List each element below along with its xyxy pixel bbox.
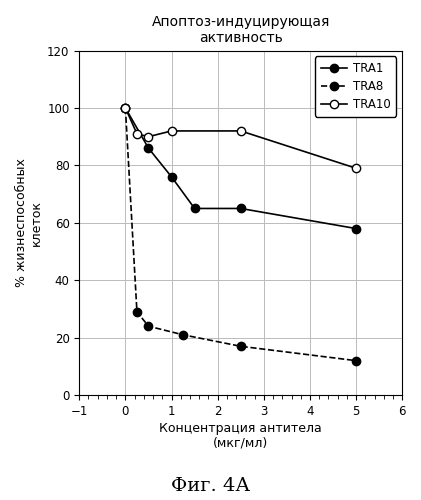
TRA10	[169, 128, 174, 134]
TRA8	[146, 323, 151, 329]
Line: TRA1: TRA1	[121, 104, 360, 232]
Y-axis label: % жизнеспособных
клеток: % жизнеспособных клеток	[15, 158, 43, 288]
TRA1	[169, 174, 174, 180]
TRA8	[123, 105, 128, 111]
TRA8	[354, 358, 359, 364]
X-axis label: Концентрация антитела
(мкг/мл): Концентрация антитела (мкг/мл)	[160, 422, 322, 450]
TRA1	[123, 105, 128, 111]
TRA1	[146, 145, 151, 151]
TRA10	[134, 131, 139, 137]
Line: TRA10: TRA10	[121, 104, 360, 172]
TRA8	[181, 332, 186, 338]
TRA1	[354, 226, 359, 232]
TRA8	[134, 309, 139, 315]
TRA10	[238, 128, 243, 134]
TRA10	[123, 105, 128, 111]
Text: Фиг. 4А: Фиг. 4А	[171, 477, 250, 495]
Legend: TRA1, TRA8, TRA10: TRA1, TRA8, TRA10	[315, 56, 396, 116]
Line: TRA8: TRA8	[121, 104, 360, 365]
TRA8	[238, 344, 243, 349]
TRA10	[354, 166, 359, 172]
Title: Апоптоз-индуцирующая
активность: Апоптоз-индуцирующая активность	[152, 15, 330, 45]
TRA1	[192, 206, 197, 212]
TRA1	[238, 206, 243, 212]
TRA10	[146, 134, 151, 140]
